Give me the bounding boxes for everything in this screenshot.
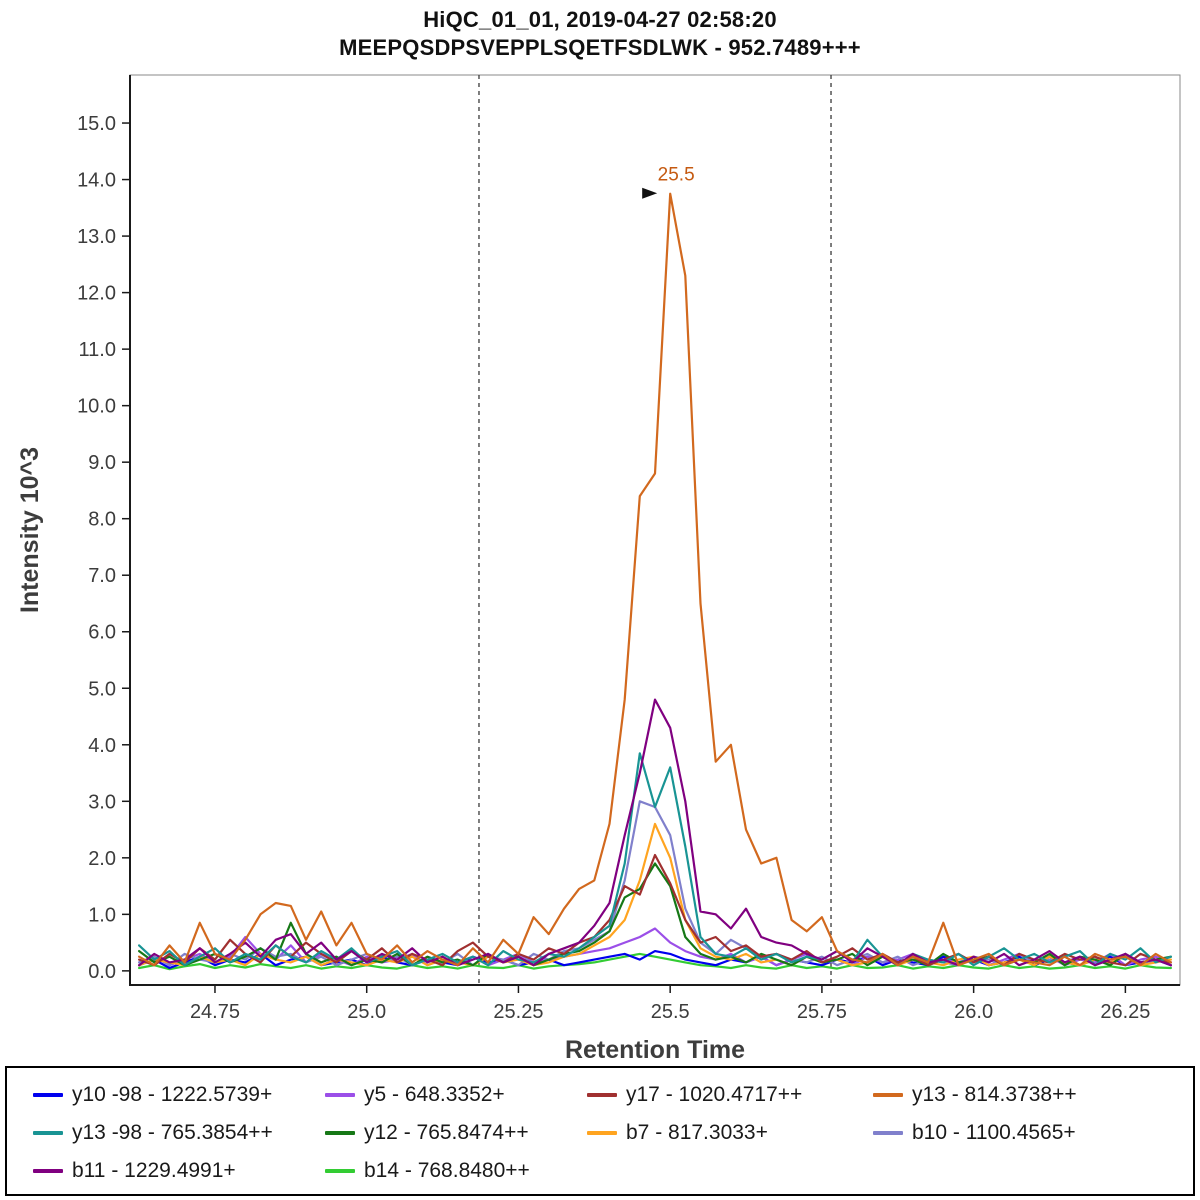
y-tick-label: 11.0: [79, 339, 116, 361]
y-tick-label: 2.0: [88, 848, 116, 870]
x-axis-label: Retention Time: [565, 1036, 745, 1060]
y-tick-label: 1.0: [88, 904, 116, 926]
plot-border: [129, 74, 1181, 986]
y-tick-label: 4.0: [88, 735, 116, 757]
legend-label: b10 - 1100.4565+: [912, 1121, 1076, 1144]
legend-item-y5: y5 - 648.3352+: [325, 1083, 587, 1107]
x-tick-label: 25.5: [651, 1001, 690, 1023]
x-tick-label: 25.75: [797, 1001, 847, 1023]
legend-item-b11: b11 - 1229.4991+: [33, 1159, 325, 1183]
chart-title-run: HiQC_01_01, 2019-04-27 02:58:20: [423, 7, 777, 32]
series-line-b11: [138, 698, 1173, 967]
y-tick-label: 12.0: [77, 283, 116, 305]
legend-item-y17: y17 - 1020.4717++: [587, 1083, 873, 1107]
legend-item-y13: y13 - 814.3738++: [873, 1083, 1183, 1107]
legend-label: y5 - 648.3352+: [364, 1083, 505, 1106]
legend-swatch-icon: [873, 1131, 903, 1135]
legend-item-y10-98: y10 -98 - 1222.5739+: [33, 1083, 325, 1107]
x-tick-label: 25.0: [347, 1001, 386, 1023]
legend-label: b7 - 817.3033+: [626, 1121, 768, 1144]
y-tick-label: 14.0: [77, 170, 116, 192]
legend-swatch-icon: [587, 1131, 617, 1135]
x-tick-label: 26.25: [1100, 1001, 1150, 1023]
x-tick-label: 24.75: [190, 1001, 240, 1023]
chart-header: HiQC_01_01, 2019-04-27 02:58:20 MEEPQSDP…: [0, 6, 1200, 61]
series-line-y13: [138, 192, 1173, 967]
series-line-y13-98: [138, 752, 1173, 967]
legend-item-y12: y12 - 765.8474++: [325, 1121, 587, 1145]
legend-swatch-icon: [325, 1093, 355, 1097]
legend-label: y17 - 1020.4717++: [626, 1083, 803, 1106]
legend-item-b7: b7 - 817.3033+: [587, 1121, 873, 1145]
legend-label: y10 -98 - 1222.5739+: [72, 1083, 273, 1106]
chart-title-peptide: MEEPQSDPSVEPPLSQETFSDLWK - 952.7489+++: [339, 34, 861, 60]
legend-swatch-icon: [325, 1169, 355, 1173]
series-line-b14: [138, 952, 1173, 971]
y-tick-label: 0.0: [88, 961, 116, 983]
peak-rt-annotation[interactable]: 25.5: [658, 165, 695, 186]
legend-swatch-icon: [33, 1093, 63, 1097]
y-tick-label: 13.0: [77, 226, 116, 248]
axis-lines: [129, 75, 1180, 986]
x-tick-label: 25.25: [493, 1001, 543, 1023]
legend-swatch-icon: [873, 1093, 903, 1097]
legend-label: y13 -98 - 765.3854++: [72, 1121, 273, 1144]
y-tick-label: 3.0: [88, 791, 116, 813]
legend-swatch-icon: [33, 1169, 63, 1173]
peak-pointer-arrow-icon: [642, 187, 658, 199]
legend-swatch-icon: [33, 1131, 63, 1135]
legend-label: b14 - 768.8480++: [364, 1159, 530, 1182]
legend-item-b10: b10 - 1100.4565+: [873, 1121, 1183, 1145]
legend: y10 -98 - 1222.5739+ y5 - 648.3352+ y17 - …: [5, 1066, 1195, 1196]
y-tick-label: 5.0: [88, 678, 116, 700]
legend-swatch-icon: [587, 1093, 617, 1097]
y-axis-label: Intensity 10^3: [16, 447, 44, 613]
legend-swatch-icon: [325, 1131, 355, 1135]
y-tick-label: 9.0: [88, 452, 116, 474]
y-tick-label: 10.0: [77, 396, 116, 418]
legend-label: y13 - 814.3738++: [912, 1083, 1077, 1106]
y-tick-label: 15.0: [77, 113, 116, 135]
legend-item-y13-98: y13 -98 - 765.3854++: [33, 1121, 325, 1145]
y-tick-label: 7.0: [88, 565, 116, 587]
chromatogram-plot[interactable]: 24.75 25.0 25.25 25.5 25.75 26.0 26.25 0.0 1.0 2.…: [0, 60, 1200, 1060]
x-tick-label: 26.0: [954, 1001, 993, 1023]
legend-item-b14: b14 - 768.8480++: [325, 1159, 587, 1183]
y-tick-label: 8.0: [88, 509, 116, 531]
series-line-b7: [138, 822, 1173, 967]
legend-label: b11 - 1229.4991+: [72, 1159, 236, 1182]
y-tick-label: 6.0: [88, 622, 116, 644]
legend-label: y12 - 765.8474++: [364, 1121, 529, 1144]
